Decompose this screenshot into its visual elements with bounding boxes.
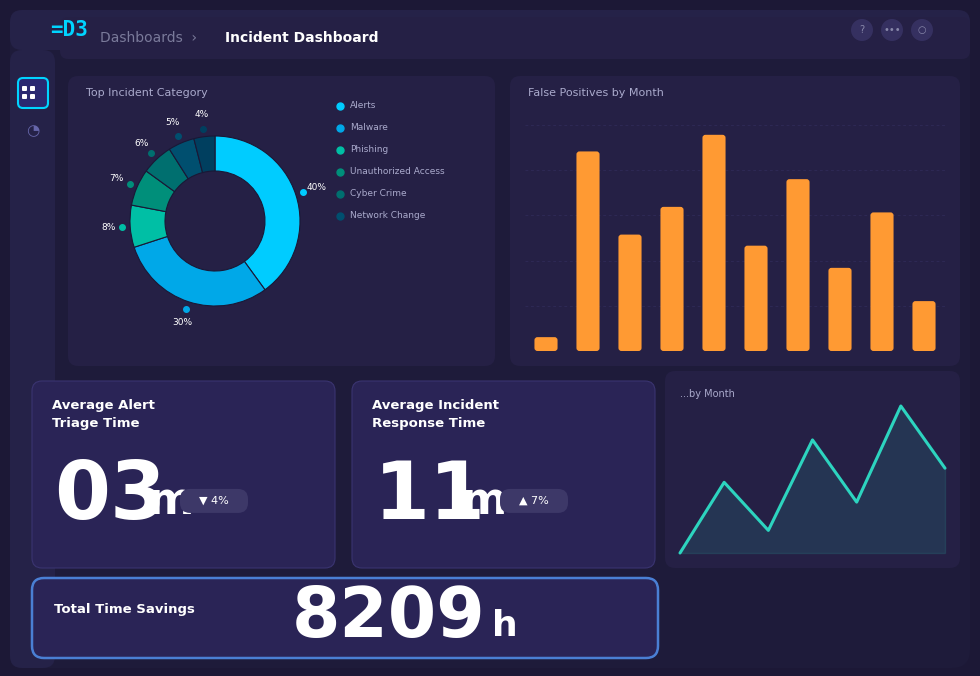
Wedge shape (194, 136, 215, 172)
FancyBboxPatch shape (352, 381, 655, 568)
Wedge shape (134, 237, 265, 306)
Text: Alerts: Alerts (350, 101, 376, 110)
FancyBboxPatch shape (18, 78, 48, 108)
Text: ◔: ◔ (26, 124, 39, 139)
FancyBboxPatch shape (22, 86, 27, 91)
Text: =D3: =D3 (50, 20, 88, 40)
Text: h: h (492, 609, 517, 643)
FancyBboxPatch shape (665, 371, 960, 568)
Text: •••: ••• (883, 25, 901, 35)
FancyBboxPatch shape (828, 268, 852, 351)
Text: Triage Time: Triage Time (52, 417, 139, 430)
Wedge shape (170, 139, 203, 178)
FancyBboxPatch shape (30, 94, 35, 99)
Text: ?: ? (859, 25, 864, 35)
FancyBboxPatch shape (745, 245, 767, 351)
Text: Average Incident: Average Incident (372, 399, 499, 412)
FancyBboxPatch shape (787, 179, 809, 351)
Text: m: m (147, 481, 193, 523)
Circle shape (881, 19, 903, 41)
Circle shape (911, 19, 933, 41)
Text: Response Time: Response Time (372, 417, 485, 430)
Text: False Positives by Month: False Positives by Month (528, 88, 663, 98)
Text: 6%: 6% (134, 139, 149, 147)
FancyBboxPatch shape (500, 489, 568, 513)
FancyBboxPatch shape (10, 10, 970, 50)
Text: 40%: 40% (307, 183, 326, 193)
FancyBboxPatch shape (618, 235, 642, 351)
Text: Average Alert: Average Alert (52, 399, 155, 412)
Wedge shape (215, 136, 300, 290)
Wedge shape (146, 149, 188, 191)
FancyBboxPatch shape (534, 337, 558, 351)
Text: Unauthorized Access: Unauthorized Access (350, 168, 445, 176)
Wedge shape (131, 171, 174, 212)
FancyBboxPatch shape (60, 17, 970, 59)
Text: Dashboards  ›: Dashboards › (100, 31, 197, 45)
FancyBboxPatch shape (10, 50, 55, 668)
FancyBboxPatch shape (32, 578, 658, 658)
FancyBboxPatch shape (870, 212, 894, 351)
FancyBboxPatch shape (22, 94, 27, 99)
Text: ...by Month: ...by Month (680, 389, 735, 399)
Text: Network Change: Network Change (350, 212, 425, 220)
FancyBboxPatch shape (703, 135, 725, 351)
Wedge shape (130, 205, 168, 247)
Text: ▲ 7%: ▲ 7% (519, 496, 549, 506)
FancyBboxPatch shape (180, 489, 248, 513)
FancyBboxPatch shape (912, 301, 936, 351)
Text: 5%: 5% (166, 118, 179, 127)
FancyBboxPatch shape (10, 10, 970, 668)
Text: ○: ○ (917, 25, 926, 35)
FancyBboxPatch shape (32, 381, 335, 568)
FancyBboxPatch shape (661, 207, 684, 351)
Circle shape (851, 19, 873, 41)
FancyBboxPatch shape (68, 76, 495, 366)
Text: ▼ 4%: ▼ 4% (199, 496, 229, 506)
Text: Total Time Savings: Total Time Savings (54, 604, 195, 617)
Text: 11: 11 (374, 458, 486, 536)
Text: 7%: 7% (110, 174, 124, 183)
Text: Malware: Malware (350, 124, 388, 132)
Text: m: m (460, 481, 507, 523)
FancyBboxPatch shape (510, 76, 960, 366)
Text: Phishing: Phishing (350, 145, 388, 155)
Text: 4%: 4% (194, 110, 209, 120)
Text: 30%: 30% (172, 318, 192, 327)
FancyBboxPatch shape (30, 86, 35, 91)
Text: 8209: 8209 (292, 585, 486, 652)
Text: Incident Dashboard: Incident Dashboard (225, 31, 378, 45)
Text: 8%: 8% (101, 223, 116, 233)
Text: 03: 03 (54, 458, 166, 536)
Text: Top Incident Category: Top Incident Category (86, 88, 208, 98)
FancyBboxPatch shape (576, 151, 600, 351)
Text: Cyber Crime: Cyber Crime (350, 189, 407, 199)
